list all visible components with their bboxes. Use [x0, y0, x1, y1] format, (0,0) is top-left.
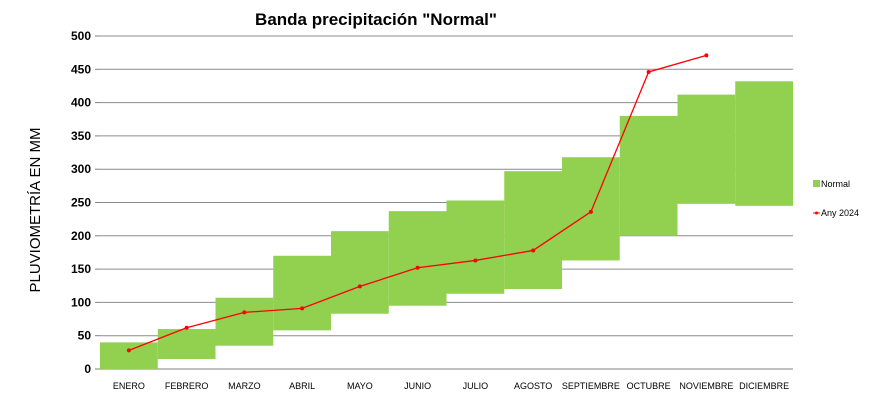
- normal-band: [677, 94, 736, 204]
- legend-label-normal: Normal: [821, 179, 850, 189]
- any-2024-point: [473, 258, 478, 263]
- x-tick-label: MAYO: [347, 381, 373, 391]
- normal-band: [388, 211, 447, 306]
- y-tick-label: 50: [78, 329, 92, 343]
- chart-title: Banda precipitación "Normal": [255, 10, 497, 29]
- x-tick-label: JULIO: [463, 381, 489, 391]
- y-tick-label: 350: [71, 129, 91, 143]
- x-tick-label: MARZO: [228, 381, 261, 391]
- y-axis-label: PLUVIOMETRÍA EN MM: [27, 127, 44, 292]
- x-axis-ticks: ENERO FEBRERO MARZO ABRIL MAYO JUNIO JULIO AGOS…: [113, 381, 789, 391]
- y-tick-label: 0: [84, 362, 91, 376]
- y-tick-label: 500: [71, 29, 91, 43]
- x-tick-label: ABRIL: [289, 381, 315, 391]
- legend-swatch-normal: [813, 180, 820, 187]
- normal-band: [273, 255, 331, 331]
- x-tick-label: AGOSTO: [514, 381, 552, 391]
- y-tick-label: 300: [71, 162, 91, 176]
- any-2024-point: [184, 325, 189, 330]
- any-2024-point: [704, 53, 709, 58]
- legend-label-any-2024: Any 2024: [821, 208, 859, 218]
- any-2024-point: [531, 248, 536, 253]
- any-2024-point: [588, 209, 593, 214]
- any-2024-point: [415, 265, 420, 270]
- normal-bands: [100, 81, 793, 369]
- any-2024-point: [300, 306, 305, 311]
- y-tick-label: 450: [71, 62, 91, 76]
- normal-band: [215, 297, 274, 346]
- x-tick-label: SEPTIEMBRE: [562, 381, 620, 391]
- x-tick-label: DICIEMBRE: [739, 381, 789, 391]
- x-tick-label: OCTUBRE: [627, 381, 671, 391]
- y-tick-label: 100: [71, 295, 91, 309]
- normal-band: [100, 342, 158, 369]
- y-tick-label: 150: [71, 262, 91, 276]
- normal-band: [619, 115, 678, 236]
- normal-band: [562, 157, 620, 261]
- normal-band: [446, 200, 505, 294]
- legend-marker-any-2024: [815, 211, 818, 215]
- y-axis-ticks: 0 50 100 150 200 250 300 350 400 450 500: [71, 29, 100, 376]
- any-2024-point: [646, 69, 651, 74]
- y-tick-label: 250: [71, 196, 91, 210]
- any-2024-point: [357, 284, 362, 289]
- y-tick-label: 400: [71, 96, 91, 110]
- x-tick-label: FEBRERO: [165, 381, 209, 391]
- legend: Normal Any 2024: [813, 179, 859, 218]
- any-2024-series: [126, 53, 709, 353]
- normal-band: [504, 171, 562, 290]
- x-tick-label: ENERO: [113, 381, 145, 391]
- x-tick-label: NOVIEMBRE: [679, 381, 733, 391]
- x-tick-label: JUNIO: [404, 381, 431, 391]
- normal-band: [735, 81, 793, 206]
- normal-band: [157, 329, 216, 360]
- y-tick-label: 200: [71, 229, 91, 243]
- normal-band: [331, 231, 389, 314]
- any-2024-point: [242, 310, 247, 315]
- any-2024-point: [126, 348, 131, 353]
